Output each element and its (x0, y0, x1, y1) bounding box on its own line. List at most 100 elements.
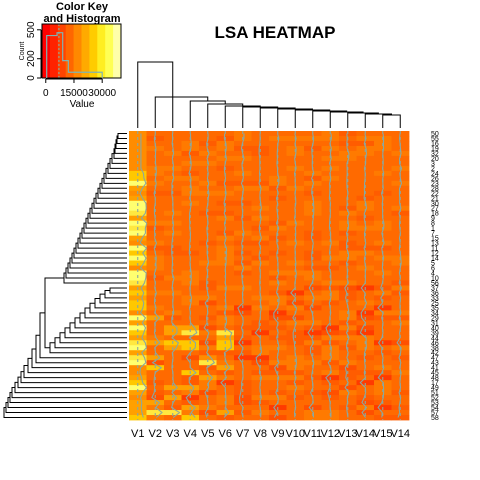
heatmap-cell (321, 180, 340, 187)
heatmap-cell (164, 155, 182, 162)
heatmap-cell (339, 185, 357, 192)
heatmap-cell (304, 185, 322, 192)
heatmap-cell (164, 330, 182, 336)
color-key-y-tick-label: 0 (26, 75, 37, 81)
heatmap-cell (269, 325, 287, 331)
color-key-x-axis: 0 15000 30000 (43, 78, 117, 99)
chart-title: LSA HEATMAP (215, 23, 336, 42)
column-label: V14 (390, 428, 410, 440)
row-label: 39 (431, 330, 439, 337)
row-label: 28 (431, 186, 439, 193)
heatmap-cell (234, 410, 252, 416)
heatmap-cell (321, 390, 340, 396)
heatmap-cell (216, 145, 235, 152)
heatmap-cell (129, 175, 147, 182)
column-label: V4 (184, 428, 197, 440)
column-trace (307, 133, 315, 418)
heatmap-cell (391, 245, 410, 251)
color-key-x-label: Value (70, 99, 95, 110)
column-label: V12 (320, 428, 340, 440)
heatmap-cell (199, 145, 217, 152)
heatmap-cell (146, 245, 165, 251)
heatmap-cell (129, 330, 147, 336)
dendrogram-link (312, 110, 348, 128)
heatmap-cell (234, 245, 252, 251)
row-label: 5 (431, 261, 435, 268)
heatmap-cell (199, 295, 217, 301)
heatmap-cell (146, 390, 165, 396)
row-label: 1 (431, 226, 435, 233)
heatmap-cell (321, 360, 340, 366)
heatmap-cell (339, 270, 357, 276)
heatmap-cell (181, 185, 200, 192)
row-label: 7 (431, 231, 435, 238)
heatmap-cell (146, 295, 165, 301)
color-key-band-2 (57, 24, 67, 78)
dendrogram-link (20, 371, 127, 384)
heatmap-cell (286, 330, 305, 336)
heatmap-cell (391, 235, 410, 242)
heatmap-cell (181, 415, 200, 421)
row-label: 14 (431, 256, 439, 263)
row-label: 6 (431, 266, 435, 273)
heatmap-cell (304, 275, 322, 281)
heatmap-cell (181, 150, 200, 157)
color-key-band-3 (65, 24, 75, 78)
heatmap-cell (234, 275, 252, 281)
heatmap-cell (164, 180, 182, 187)
heatmap-cell (339, 265, 357, 271)
heatmap-cell (339, 410, 357, 416)
heatmap-cell (391, 390, 410, 396)
heatmap-cell (164, 325, 182, 331)
dendrogram-link (364, 113, 392, 128)
heatmap-cell (339, 390, 357, 396)
column-trace (237, 133, 245, 418)
heatmap-cell (146, 270, 165, 276)
heatmap-cell (251, 355, 270, 361)
heatmap-cell (321, 215, 340, 222)
heatmap-cell (269, 415, 287, 421)
heatmap-cell (216, 350, 235, 356)
heatmap-cell (269, 150, 287, 157)
row-label: 17 (431, 380, 439, 387)
heatmap-cell (356, 380, 375, 386)
heatmap-cell (251, 155, 270, 162)
heatmap-cell (251, 360, 270, 366)
heatmap-cell (129, 305, 147, 311)
column-label: V7 (236, 428, 249, 440)
heatmap-cell (251, 150, 270, 157)
heatmap-cell (356, 410, 375, 416)
dendrogram-link (27, 357, 127, 374)
heatmap-cell (234, 145, 252, 152)
heatmap-cell (356, 415, 375, 421)
heatmap-cell (374, 295, 392, 301)
column-trace (290, 133, 298, 418)
row-label: 56 (431, 280, 439, 287)
heatmap-cell (286, 325, 305, 331)
heatmap-cell (339, 245, 357, 251)
dendrogram-link (115, 139, 127, 149)
heatmap-cell (251, 265, 270, 271)
heatmap-cell (234, 155, 252, 162)
row-labels: 5055161932203224262328222130271898171513… (431, 131, 439, 422)
heatmap-cell (339, 295, 357, 301)
heatmap-cell (234, 325, 252, 331)
row-label: 18 (431, 211, 439, 218)
row-label: 48 (431, 375, 439, 382)
heatmap-cell (129, 355, 147, 361)
heatmap-cell (356, 325, 375, 331)
column-trace (344, 133, 350, 418)
heatmap-cell (129, 325, 147, 331)
heatmap-cell (164, 245, 182, 251)
heatmap-cell (129, 205, 147, 212)
heatmap-cell (304, 210, 322, 217)
dendrogram-link (117, 132, 127, 139)
heatmap-cell (181, 275, 200, 281)
heatmap-cell (286, 300, 305, 306)
heatmap-cell (251, 205, 270, 212)
heatmap-cell (269, 275, 287, 281)
heatmap-cell (304, 295, 322, 301)
heatmap-cell (269, 235, 287, 242)
heatmap-cell (321, 355, 340, 361)
heatmap-cell (216, 415, 235, 421)
